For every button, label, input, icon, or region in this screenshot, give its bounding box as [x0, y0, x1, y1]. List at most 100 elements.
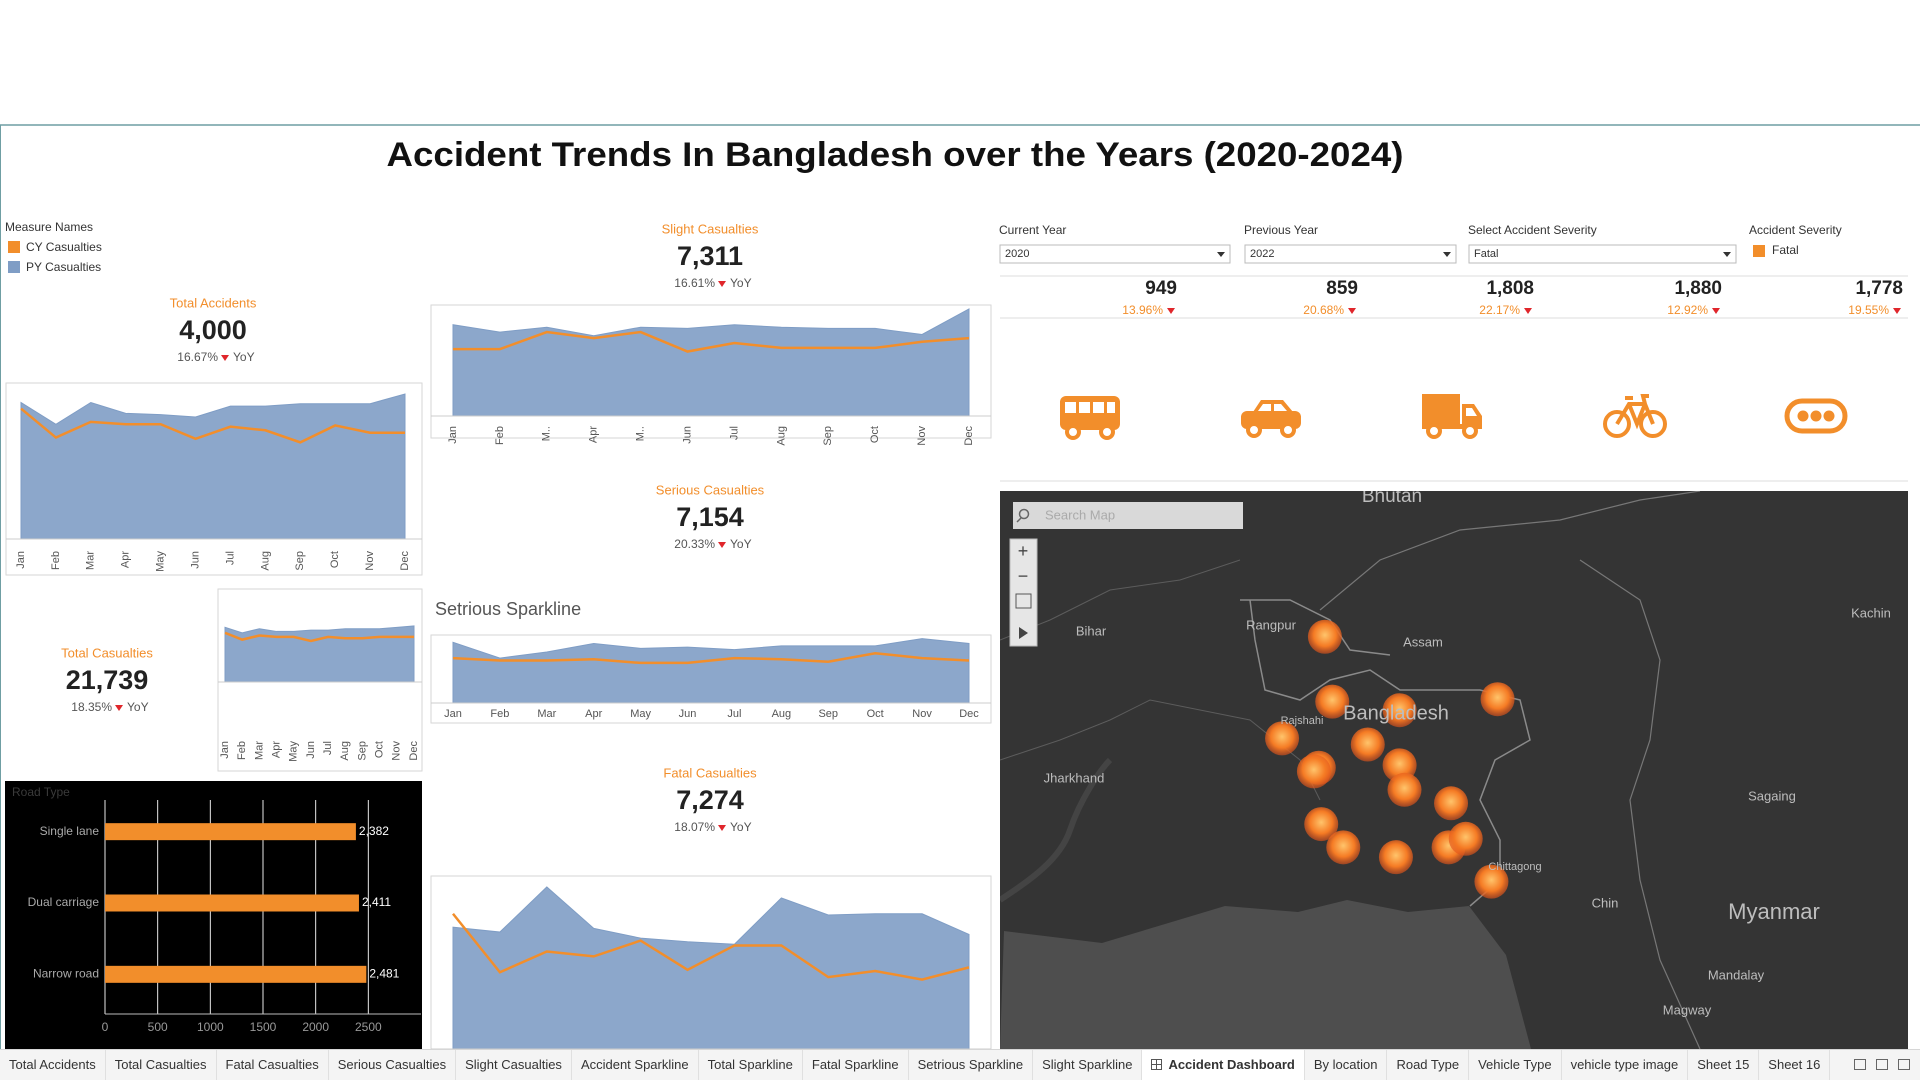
- filter-dropdown[interactable]: 2020: [999, 244, 1231, 264]
- sheet-tab[interactable]: Total Casualties: [106, 1050, 217, 1080]
- x-tick-label: Aug: [259, 551, 271, 571]
- x-tick-label: Jun: [679, 708, 697, 720]
- chart-panel: [5, 781, 422, 1049]
- map-label: Rangpur: [1246, 617, 1297, 632]
- sheet-tab[interactable]: Sheet 16: [1759, 1050, 1831, 1080]
- sheet-tab[interactable]: Fatal Sparkline: [803, 1050, 909, 1080]
- map-label: Kachin: [1851, 605, 1891, 620]
- sheet-tab[interactable]: Fatal Casualties: [217, 1050, 329, 1080]
- filter-dropdown[interactable]: 2022: [1244, 244, 1457, 264]
- kpi-value: 7,154: [676, 502, 744, 532]
- x-tick-label: Aug: [775, 426, 787, 446]
- map-label: Mandalay: [1708, 967, 1765, 982]
- icon[interactable]: [1854, 1059, 1866, 1070]
- x-tick-label: Nov: [391, 741, 403, 761]
- status-icons: [1854, 1059, 1910, 1070]
- x-tick-label: Oct: [329, 551, 341, 568]
- down-arrow: [221, 355, 229, 361]
- zoom-out[interactable]: −: [1018, 566, 1029, 586]
- sheet-tab[interactable]: Slight Casualties: [456, 1050, 572, 1080]
- y-tick-label: Dual carriage: [28, 895, 100, 909]
- x-tick-label: Jan: [444, 708, 462, 720]
- map-bubble: [1378, 840, 1413, 875]
- vehicle-stat-value: 1,778: [1855, 278, 1903, 299]
- map-bubble: [1434, 786, 1469, 821]
- vehicle-stat-value: 1,808: [1486, 278, 1534, 299]
- severity-legend-title: Accident Severity: [1749, 223, 1842, 237]
- y-tick-label: Narrow road: [33, 967, 99, 981]
- sheet-tab[interactable]: vehicle type image: [1562, 1050, 1689, 1080]
- x-tick-label: Aug: [772, 708, 792, 720]
- map-bubble: [1474, 864, 1509, 899]
- x-tick-label: Mar: [537, 708, 556, 720]
- sheet-tab[interactable]: Accident Dashboard: [1142, 1050, 1305, 1080]
- x-tick-label: Dec: [963, 426, 975, 446]
- x-tick-label: Jul: [728, 426, 740, 440]
- vehicle-stat-change: 19.55%: [1848, 303, 1889, 317]
- x-tick-label: 0: [102, 1020, 109, 1034]
- sheet-tab[interactable]: Slight Sparkline: [1033, 1050, 1143, 1080]
- map-bubble: [1448, 821, 1483, 856]
- sheet-tab[interactable]: Total Sparkline: [699, 1050, 803, 1080]
- sheet-tab[interactable]: Setrious Sparkline: [909, 1050, 1034, 1080]
- sheet-tab[interactable]: Serious Casualties: [329, 1050, 457, 1080]
- kpi-period: YoY: [730, 537, 752, 551]
- legend-label: CY Casualties: [26, 240, 102, 254]
- filter-label: Current Year: [999, 223, 1066, 237]
- map-select[interactable]: [1015, 593, 1032, 609]
- x-tick-label: Jun: [305, 741, 317, 759]
- sheet-tab[interactable]: Vehicle Type: [1469, 1050, 1562, 1080]
- x-tick-label: May: [630, 708, 651, 720]
- kpi-label: Slight Casualties: [662, 221, 759, 236]
- map-relief: [1000, 757, 1113, 903]
- area: [20, 393, 406, 540]
- map[interactable]: Bhutan Assam Rangpur Bihar Kachin Rajshahi Ban…: [1000, 486, 1908, 1049]
- filter-dropdown[interactable]: Fatal: [1468, 244, 1737, 264]
- x-tick-label: Oct: [374, 741, 386, 758]
- x-tick-label: 2000: [302, 1020, 329, 1034]
- line: [224, 631, 414, 643]
- search-icon: [1016, 517, 1022, 523]
- dropdown-arrow: [1217, 252, 1225, 257]
- map-controls[interactable]: [1009, 538, 1038, 647]
- x-tick-label: M..: [635, 426, 647, 441]
- map-search-box[interactable]: [1013, 502, 1243, 529]
- chart-title: Road Type: [12, 785, 70, 799]
- sheet-tab[interactable]: Total Accidents: [0, 1050, 106, 1080]
- icon[interactable]: [1876, 1059, 1888, 1070]
- x-tick-label: Feb: [50, 551, 62, 570]
- bar: [105, 894, 359, 912]
- area: [224, 625, 415, 683]
- x-tick-label: 500: [148, 1020, 168, 1034]
- vehicle-stat-change: 12.92%: [1667, 303, 1708, 317]
- sheet-tab[interactable]: Road Type: [1387, 1050, 1470, 1080]
- dashboard-title: Accident Trends In Bangladesh over the Y…: [387, 136, 1404, 174]
- x-tick-label: Jan: [219, 741, 231, 759]
- value-label: 2,481: [369, 967, 399, 981]
- kpi-value: 21,739: [66, 665, 149, 695]
- kpi-label: Fatal Casualties: [663, 765, 757, 780]
- chart-title: Setrious Sparkline: [435, 599, 581, 619]
- dashboard: Accident Trends In Bangladesh over the Y…: [0, 124, 1920, 1049]
- map-label: Bihar: [1076, 623, 1107, 638]
- map-bubble: [1304, 807, 1339, 842]
- x-tick-label: Oct: [869, 426, 881, 443]
- zoom-in[interactable]: +: [1018, 541, 1029, 561]
- line: [453, 330, 970, 353]
- map-label: Chittagong: [1488, 861, 1541, 873]
- down-arrow: [1348, 308, 1356, 314]
- sheet-tab[interactable]: Accident Sparkline: [572, 1050, 699, 1080]
- dropdown-arrow: [1723, 252, 1731, 257]
- sheet-tab[interactable]: By location: [1305, 1050, 1388, 1080]
- vehicle-stat-change: 13.96%: [1122, 303, 1163, 317]
- map-expand[interactable]: [1019, 627, 1028, 639]
- value-label: 2,382: [359, 824, 389, 838]
- icon[interactable]: [1898, 1059, 1910, 1070]
- sheet-tab[interactable]: Sheet 15: [1688, 1050, 1760, 1080]
- kpi-label: Serious Casualties: [656, 482, 765, 497]
- kpi-label: Total Accidents: [170, 295, 257, 310]
- map-bubble: [1382, 693, 1417, 728]
- map-label: Myanmar: [1728, 899, 1820, 924]
- kpi-period: YoY: [233, 350, 255, 364]
- kpi-value: 7,274: [676, 785, 744, 815]
